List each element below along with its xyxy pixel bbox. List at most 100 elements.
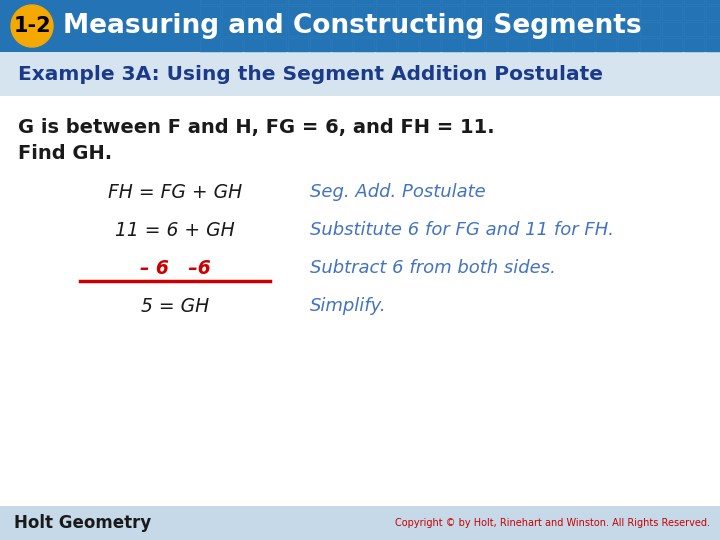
- Bar: [596, 22, 616, 36]
- Bar: [596, 0, 616, 4]
- Bar: [222, 22, 242, 36]
- Bar: [574, 38, 594, 52]
- Bar: [288, 38, 308, 52]
- Text: Simplify.: Simplify.: [310, 297, 387, 315]
- Bar: [464, 22, 484, 36]
- Bar: [574, 22, 594, 36]
- Bar: [288, 6, 308, 20]
- Text: – 6   –6: – 6 –6: [140, 259, 210, 278]
- Bar: [486, 0, 506, 4]
- Bar: [310, 38, 330, 52]
- Bar: [464, 6, 484, 20]
- Bar: [640, 0, 660, 4]
- Bar: [662, 38, 682, 52]
- Bar: [354, 0, 374, 4]
- Text: Subtract 6 from both sides.: Subtract 6 from both sides.: [310, 259, 556, 277]
- Bar: [332, 22, 352, 36]
- Bar: [222, 0, 242, 4]
- Bar: [266, 38, 286, 52]
- Bar: [0, 96, 720, 506]
- Bar: [354, 22, 374, 36]
- Bar: [420, 6, 440, 20]
- Bar: [662, 22, 682, 36]
- Bar: [376, 0, 396, 4]
- Bar: [266, 0, 286, 4]
- Bar: [706, 38, 720, 52]
- Bar: [222, 6, 242, 20]
- Bar: [618, 22, 638, 36]
- Bar: [530, 38, 550, 52]
- Bar: [574, 0, 594, 4]
- Bar: [354, 6, 374, 20]
- Bar: [442, 38, 462, 52]
- Bar: [618, 0, 638, 4]
- Text: Substitute 6 for FG and 11 for FH.: Substitute 6 for FG and 11 for FH.: [310, 221, 614, 239]
- Bar: [706, 6, 720, 20]
- Bar: [618, 38, 638, 52]
- Bar: [332, 38, 352, 52]
- Bar: [0, 0, 720, 52]
- Bar: [684, 38, 704, 52]
- Bar: [530, 0, 550, 4]
- Text: Copyright © by Holt, Rinehart and Winston. All Rights Reserved.: Copyright © by Holt, Rinehart and Winsto…: [395, 518, 710, 528]
- Text: 5 = GH: 5 = GH: [141, 296, 209, 315]
- Bar: [200, 38, 220, 52]
- Bar: [508, 38, 528, 52]
- Bar: [420, 0, 440, 4]
- Bar: [310, 0, 330, 4]
- Bar: [552, 38, 572, 52]
- Text: 11 = 6 + GH: 11 = 6 + GH: [115, 220, 235, 240]
- Bar: [310, 6, 330, 20]
- Bar: [398, 22, 418, 36]
- Bar: [332, 0, 352, 4]
- Bar: [310, 22, 330, 36]
- Bar: [200, 6, 220, 20]
- Bar: [420, 38, 440, 52]
- Bar: [266, 22, 286, 36]
- Bar: [618, 6, 638, 20]
- Bar: [288, 0, 308, 4]
- Bar: [640, 22, 660, 36]
- Bar: [508, 0, 528, 4]
- Bar: [508, 22, 528, 36]
- Bar: [222, 38, 242, 52]
- Bar: [244, 6, 264, 20]
- Bar: [354, 38, 374, 52]
- Text: 1-2: 1-2: [13, 16, 51, 36]
- Bar: [376, 38, 396, 52]
- Bar: [420, 22, 440, 36]
- Bar: [552, 22, 572, 36]
- Bar: [552, 6, 572, 20]
- Bar: [200, 0, 220, 4]
- Bar: [442, 0, 462, 4]
- Bar: [684, 6, 704, 20]
- Bar: [640, 6, 660, 20]
- Bar: [398, 38, 418, 52]
- Text: Measuring and Constructing Segments: Measuring and Constructing Segments: [63, 13, 642, 39]
- Bar: [530, 22, 550, 36]
- Bar: [684, 22, 704, 36]
- Text: FH = FG + GH: FH = FG + GH: [108, 183, 242, 201]
- Bar: [486, 38, 506, 52]
- Text: Seg. Add. Postulate: Seg. Add. Postulate: [310, 183, 486, 201]
- Bar: [244, 0, 264, 4]
- Text: Example 3A: Using the Segment Addition Postulate: Example 3A: Using the Segment Addition P…: [18, 64, 603, 84]
- Bar: [398, 6, 418, 20]
- Bar: [486, 6, 506, 20]
- Bar: [530, 6, 550, 20]
- Bar: [200, 22, 220, 36]
- Bar: [464, 0, 484, 4]
- Bar: [244, 22, 264, 36]
- Bar: [332, 6, 352, 20]
- Bar: [266, 6, 286, 20]
- Bar: [596, 6, 616, 20]
- Bar: [662, 0, 682, 4]
- Bar: [508, 6, 528, 20]
- Text: G is between F and H, FG = 6, and FH = 11.: G is between F and H, FG = 6, and FH = 1…: [18, 118, 495, 137]
- Bar: [596, 38, 616, 52]
- Bar: [0, 52, 720, 96]
- Bar: [244, 38, 264, 52]
- Bar: [706, 0, 720, 4]
- Bar: [288, 22, 308, 36]
- Bar: [376, 6, 396, 20]
